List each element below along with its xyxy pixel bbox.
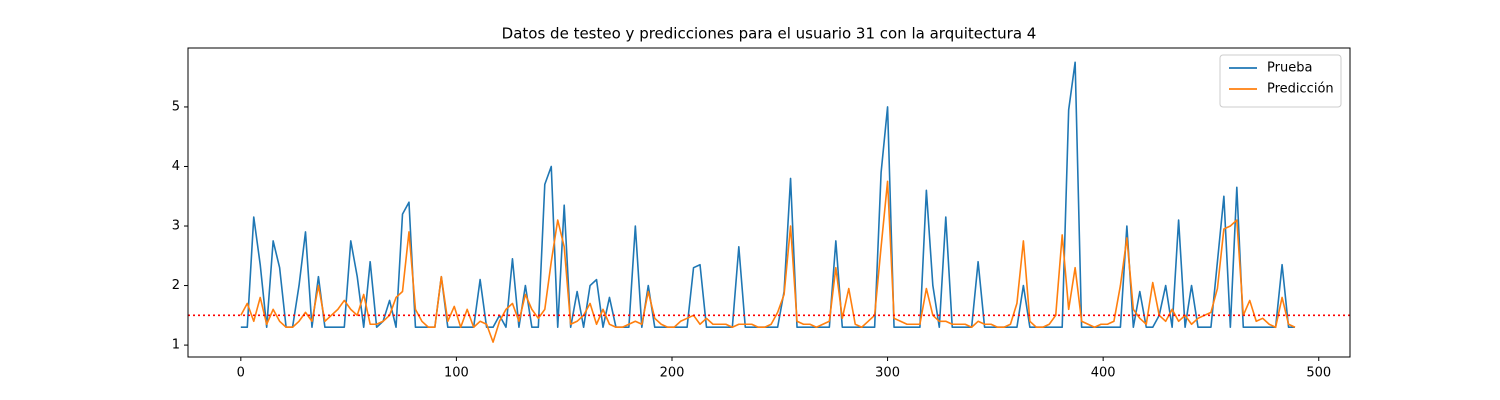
y-tick-label: 5: [172, 99, 180, 114]
x-tick-label: 500: [1306, 366, 1331, 381]
x-tick-label: 200: [660, 366, 685, 381]
legend-label: Predicción: [1267, 82, 1334, 97]
y-tick-label: 2: [172, 278, 180, 293]
data-line: [240, 180, 1296, 343]
x-tick-label: 300: [875, 366, 900, 381]
x-tick-label: 400: [1091, 366, 1116, 381]
x-tick-label: 100: [444, 366, 469, 381]
x-tick-label: 0: [237, 366, 245, 381]
plot-frame: [187, 47, 1351, 358]
chart-title: Datos de testeo y predicciones para el u…: [502, 25, 1037, 43]
y-tick-label: 1: [172, 338, 180, 353]
legend-label: Prueba: [1267, 61, 1312, 76]
data-line: [240, 61, 1296, 329]
y-tick-label: 4: [172, 159, 180, 174]
y-tick-label: 3: [172, 219, 180, 234]
